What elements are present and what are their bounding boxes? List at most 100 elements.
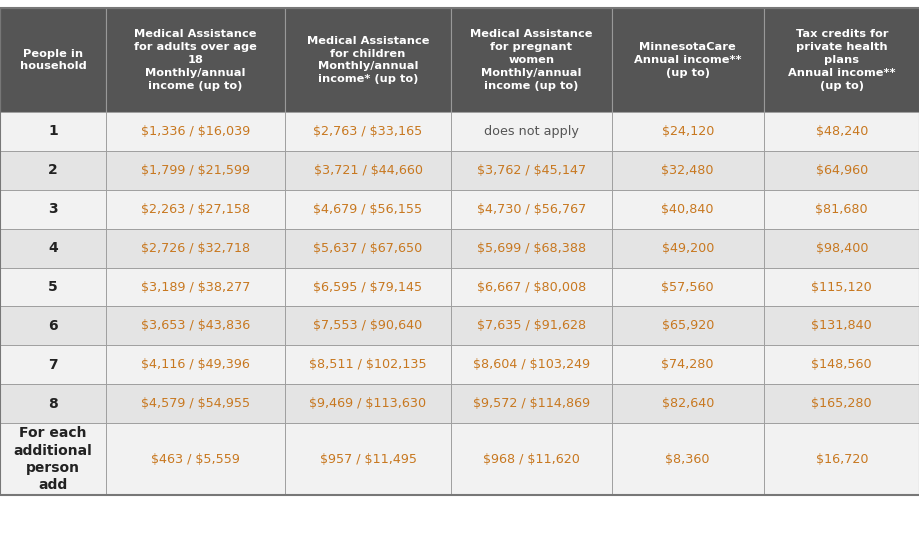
- Bar: [763, 384, 919, 423]
- Bar: [611, 8, 763, 112]
- Bar: [450, 306, 611, 345]
- Bar: [450, 229, 611, 268]
- Bar: [450, 384, 611, 423]
- Bar: [611, 268, 763, 306]
- Bar: [106, 423, 285, 495]
- Text: \$8,604 / \$103,249: \$8,604 / \$103,249: [472, 358, 589, 372]
- Text: does not apply: does not apply: [483, 125, 578, 138]
- Bar: [285, 268, 450, 306]
- Text: \$9,469 / \$113,630: \$9,469 / \$113,630: [309, 397, 426, 410]
- Text: \$82,640: \$82,640: [661, 397, 713, 410]
- Text: \$98,400: \$98,400: [814, 241, 868, 255]
- Bar: [763, 229, 919, 268]
- Text: 4: 4: [48, 241, 58, 255]
- Text: \$24,120: \$24,120: [661, 125, 713, 138]
- Bar: [0, 190, 106, 229]
- Text: \$16,720: \$16,720: [814, 453, 868, 466]
- Text: 2: 2: [48, 163, 58, 177]
- Text: \$2,263 / \$27,158: \$2,263 / \$27,158: [141, 203, 250, 216]
- Text: \$957 / \$11,495: \$957 / \$11,495: [319, 453, 416, 466]
- Text: \$6,595 / \$79,145: \$6,595 / \$79,145: [313, 280, 422, 294]
- Bar: [763, 8, 919, 112]
- Text: Medical Assistance
for children
Monthly/annual
income* (up to): Medical Assistance for children Monthly/…: [306, 36, 429, 84]
- Bar: [106, 112, 285, 151]
- Text: \$1,336 / \$16,039: \$1,336 / \$16,039: [141, 125, 250, 138]
- Text: \$968 / \$11,620: \$968 / \$11,620: [482, 453, 579, 466]
- Text: \$4,579 / \$54,955: \$4,579 / \$54,955: [141, 397, 250, 410]
- Bar: [450, 151, 611, 190]
- Bar: [106, 229, 285, 268]
- Bar: [285, 190, 450, 229]
- Text: \$81,680: \$81,680: [814, 203, 868, 216]
- Text: \$131,840: \$131,840: [811, 319, 871, 333]
- Text: MinnesotaCare
Annual income**
(up to): MinnesotaCare Annual income** (up to): [633, 42, 741, 78]
- Bar: [285, 306, 450, 345]
- Text: \$64,960: \$64,960: [815, 164, 867, 177]
- Bar: [106, 190, 285, 229]
- Text: \$5,637 / \$67,650: \$5,637 / \$67,650: [313, 241, 422, 255]
- Text: \$49,200: \$49,200: [661, 241, 713, 255]
- Bar: [450, 345, 611, 384]
- Text: \$3,189 / \$38,277: \$3,189 / \$38,277: [141, 280, 250, 294]
- Bar: [611, 384, 763, 423]
- Bar: [0, 345, 106, 384]
- Bar: [611, 423, 763, 495]
- Bar: [611, 229, 763, 268]
- Text: \$3,653 / \$43,836: \$3,653 / \$43,836: [141, 319, 250, 333]
- Text: \$463 / \$5,559: \$463 / \$5,559: [151, 453, 240, 466]
- Text: \$32,480: \$32,480: [661, 164, 713, 177]
- Text: \$3,762 / \$45,147: \$3,762 / \$45,147: [476, 164, 585, 177]
- Text: Tax credits for
private health
plans
Annual income**
(up to): Tax credits for private health plans Ann…: [788, 29, 894, 91]
- Bar: [611, 151, 763, 190]
- Text: \$6,667 / \$80,008: \$6,667 / \$80,008: [476, 280, 585, 294]
- Bar: [0, 384, 106, 423]
- Bar: [611, 112, 763, 151]
- Bar: [106, 384, 285, 423]
- Bar: [763, 345, 919, 384]
- Text: \$4,116 / \$49,396: \$4,116 / \$49,396: [141, 358, 250, 372]
- Bar: [0, 8, 106, 112]
- Text: \$7,635 / \$91,628: \$7,635 / \$91,628: [476, 319, 585, 333]
- Text: People in
household: People in household: [19, 49, 86, 71]
- Bar: [450, 8, 611, 112]
- Text: \$74,280: \$74,280: [661, 358, 713, 372]
- Text: \$65,920: \$65,920: [661, 319, 713, 333]
- Bar: [0, 229, 106, 268]
- Bar: [285, 423, 450, 495]
- Bar: [285, 8, 450, 112]
- Bar: [611, 190, 763, 229]
- Bar: [285, 151, 450, 190]
- Text: \$9,572 / \$114,869: \$9,572 / \$114,869: [472, 397, 589, 410]
- Bar: [763, 112, 919, 151]
- Text: Medical Assistance
for pregnant
women
Monthly/annual
income (up to): Medical Assistance for pregnant women Mo…: [470, 29, 592, 91]
- Bar: [0, 306, 106, 345]
- Bar: [763, 190, 919, 229]
- Text: \$48,240: \$48,240: [815, 125, 867, 138]
- Text: \$8,511 / \$102,135: \$8,511 / \$102,135: [309, 358, 426, 372]
- Bar: [611, 345, 763, 384]
- Text: \$40,840: \$40,840: [661, 203, 713, 216]
- Text: 6: 6: [48, 319, 58, 333]
- Text: 5: 5: [48, 280, 58, 294]
- Text: \$57,560: \$57,560: [661, 280, 713, 294]
- Text: Medical Assistance
for adults over age
18
Monthly/annual
income (up to): Medical Assistance for adults over age 1…: [134, 29, 256, 91]
- Text: 3: 3: [48, 202, 58, 216]
- Bar: [106, 306, 285, 345]
- Text: \$8,360: \$8,360: [664, 453, 709, 466]
- Text: \$5,699 / \$68,388: \$5,699 / \$68,388: [476, 241, 585, 255]
- Text: \$4,679 / \$56,155: \$4,679 / \$56,155: [313, 203, 422, 216]
- Text: \$4,730 / \$56,767: \$4,730 / \$56,767: [476, 203, 585, 216]
- Text: 1: 1: [48, 124, 58, 139]
- Bar: [106, 8, 285, 112]
- Text: \$3,721 / \$44,660: \$3,721 / \$44,660: [313, 164, 422, 177]
- Bar: [763, 151, 919, 190]
- Bar: [285, 229, 450, 268]
- Text: 7: 7: [48, 358, 58, 372]
- Text: \$115,120: \$115,120: [811, 280, 871, 294]
- Bar: [763, 306, 919, 345]
- Text: \$7,553 / \$90,640: \$7,553 / \$90,640: [313, 319, 422, 333]
- Bar: [763, 423, 919, 495]
- Bar: [106, 268, 285, 306]
- Bar: [450, 423, 611, 495]
- Bar: [450, 190, 611, 229]
